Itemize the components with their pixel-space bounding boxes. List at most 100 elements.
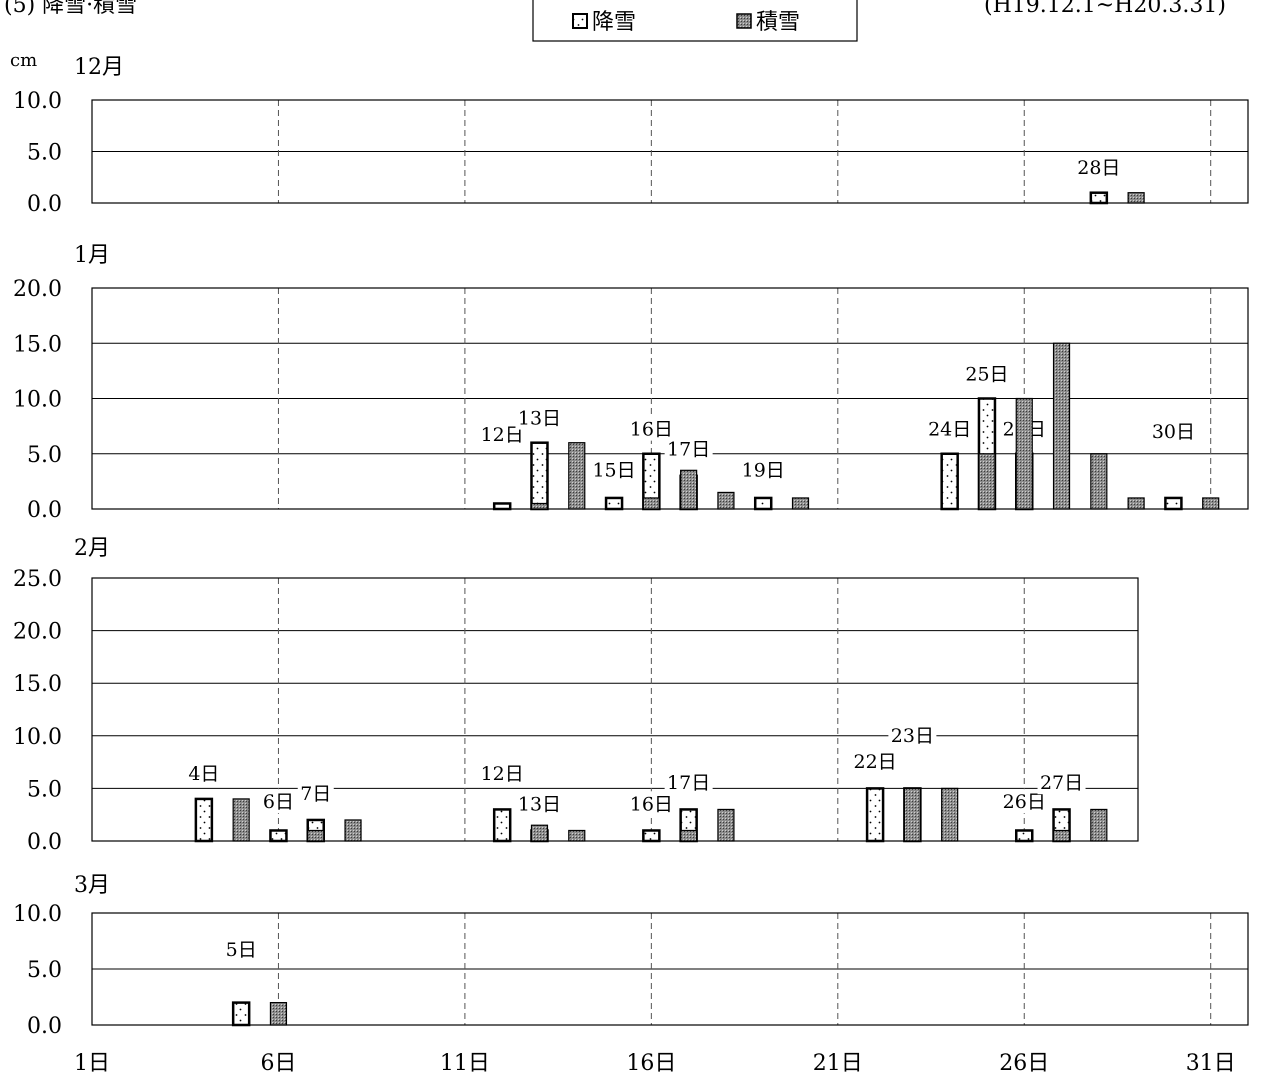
y-tick-label: 0.0 bbox=[27, 192, 62, 217]
day-label: 19日 bbox=[742, 460, 785, 482]
day-label-bg bbox=[515, 791, 564, 816]
y-tick-label: 15.0 bbox=[13, 332, 62, 357]
x-tick-label: 11日 bbox=[440, 1051, 490, 1076]
day-label: 24日 bbox=[928, 419, 971, 441]
snowfall-bar bbox=[642, 829, 661, 843]
snowdepth-bar bbox=[717, 808, 735, 842]
snowdepth-bar bbox=[1015, 397, 1033, 510]
snowdepth-bar bbox=[978, 453, 996, 510]
y-tick-label: 5.0 bbox=[27, 958, 62, 983]
snowdepth-bar bbox=[568, 442, 586, 510]
y-tick-label: 15.0 bbox=[13, 672, 62, 697]
y-tick-label: 20.0 bbox=[13, 620, 62, 645]
snowfall-bar bbox=[753, 496, 773, 511]
snowdepth-bar bbox=[1202, 497, 1220, 510]
legend-swatch-snowfall bbox=[572, 13, 588, 29]
snowdepth-bar bbox=[530, 824, 549, 842]
day-label: 26日 bbox=[1003, 791, 1046, 813]
day-label: 22日 bbox=[853, 751, 896, 773]
day-label: 6日 bbox=[263, 791, 294, 813]
y-tick-label: 5.0 bbox=[27, 141, 62, 166]
period-label: (H19.12.1~H20.3.31) bbox=[984, 0, 1226, 18]
snowdepth-bar bbox=[1052, 342, 1071, 510]
snowfall-bar bbox=[1089, 191, 1109, 205]
day-label: 15日 bbox=[592, 460, 635, 482]
legend-label-snowfall: 降雪 bbox=[592, 10, 636, 35]
snowdepth-bar bbox=[680, 829, 698, 842]
snowdepth-bar bbox=[680, 469, 698, 510]
x-axis: 1日 6日 11日 16日 21日 26日 31日 bbox=[74, 1051, 1236, 1076]
day-label: 12日 bbox=[481, 763, 524, 785]
snowdepth-bar bbox=[568, 829, 586, 842]
day-label: 7日 bbox=[300, 783, 331, 805]
x-tick-label: 1日 bbox=[74, 1051, 110, 1076]
x-tick-label: 16日 bbox=[626, 1051, 676, 1076]
y-tick-label: 25.0 bbox=[13, 567, 62, 592]
day-label: 13日 bbox=[518, 408, 561, 430]
y-tick-label: 10.0 bbox=[13, 902, 62, 927]
day-label: 25日 bbox=[965, 363, 1008, 385]
month-title: 2月 bbox=[74, 536, 110, 561]
y-tick-label: 5.0 bbox=[27, 777, 62, 802]
snowdepth-bar bbox=[941, 787, 959, 842]
day-label-bg bbox=[962, 361, 1011, 386]
day-label: 4日 bbox=[188, 763, 219, 785]
plot-frame bbox=[91, 912, 1249, 1026]
day-label: 12日 bbox=[481, 424, 524, 446]
snowdepth-bar bbox=[1127, 497, 1145, 510]
snowfall-bar bbox=[194, 797, 214, 843]
snowdepth-bar bbox=[791, 497, 810, 510]
day-label: 28日 bbox=[1077, 157, 1120, 179]
day-label: 17日 bbox=[667, 439, 710, 461]
snowfall-bar bbox=[231, 1001, 251, 1027]
legend: 降雪 積雪 bbox=[532, 0, 858, 42]
snowdepth-bar bbox=[1090, 808, 1108, 842]
snowdepth-bar bbox=[1127, 192, 1145, 204]
legend-swatch-snowdepth bbox=[736, 13, 752, 29]
day-label-bg bbox=[1037, 770, 1086, 795]
snowfall-bar bbox=[1164, 496, 1183, 511]
plot-frame bbox=[91, 577, 1139, 842]
x-tick-label: 21日 bbox=[813, 1051, 863, 1076]
day-label-bg bbox=[297, 780, 334, 805]
month-panel: 2月 0.0 5.0 10.0 15.0 20.0 25.0 4日 6日 7日 12日 13日 16日1… bbox=[13, 536, 1139, 855]
snowfall-bar bbox=[940, 452, 959, 511]
snowfall-bar bbox=[269, 829, 288, 843]
plot-frame bbox=[91, 99, 1249, 204]
day-label: 16日 bbox=[630, 419, 673, 441]
y-tick-label: 0.0 bbox=[27, 498, 62, 523]
day-label-bg bbox=[627, 791, 676, 816]
day-label-bg bbox=[925, 416, 974, 441]
snowdepth-bar bbox=[642, 497, 660, 510]
snowdepth-bar bbox=[269, 1001, 288, 1026]
day-label-bg bbox=[739, 457, 788, 482]
snowdepth-bar bbox=[307, 829, 325, 842]
day-label: 17日 bbox=[667, 772, 710, 794]
snowfall-bar bbox=[604, 496, 624, 511]
snowdepth-bar bbox=[232, 798, 250, 842]
y-tick-label: 10.0 bbox=[13, 89, 62, 114]
snowfall-bar bbox=[530, 441, 549, 511]
month-panel: 12月 0.0 5.0 10.0 28日 bbox=[13, 55, 1249, 217]
y-tick-label: 20.0 bbox=[13, 277, 62, 302]
day-label-bg bbox=[590, 457, 639, 482]
month-panel: 3月 0.0 5.0 10.0 5日 bbox=[13, 873, 1249, 1039]
snowdepth-bar bbox=[530, 502, 549, 510]
day-label-bg bbox=[1149, 418, 1198, 443]
snowfall-bar bbox=[492, 808, 512, 843]
snowfall-bar bbox=[492, 502, 512, 511]
y-tick-label: 0.0 bbox=[27, 1014, 62, 1039]
legend-label-snowdepth: 積雪 bbox=[756, 10, 800, 35]
day-label: 23日 bbox=[891, 725, 934, 747]
y-tick-label: 10.0 bbox=[13, 388, 62, 413]
section-title: (5) 降雪·積雪 bbox=[4, 0, 137, 18]
day-label-bg bbox=[478, 760, 527, 785]
snowfall-bar bbox=[1015, 829, 1034, 843]
x-tick-label: 6日 bbox=[260, 1051, 296, 1076]
day-label-bg bbox=[260, 789, 297, 814]
day-label-bg bbox=[888, 722, 937, 747]
snowfall-bar bbox=[865, 787, 885, 843]
